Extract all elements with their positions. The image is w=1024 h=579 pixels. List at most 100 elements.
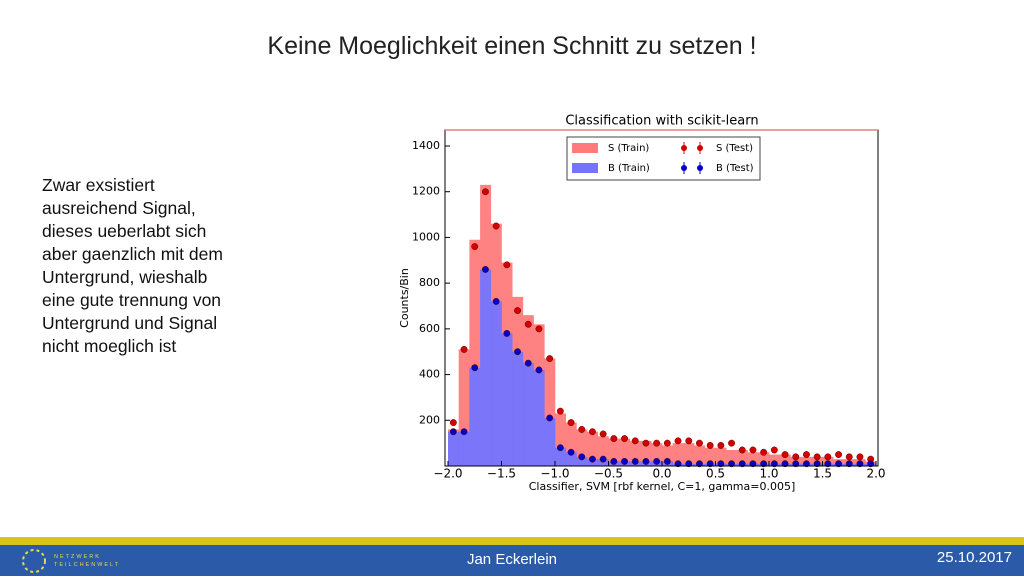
test-point	[599, 430, 607, 438]
test-point	[556, 444, 564, 452]
legend-marker	[681, 145, 687, 151]
x-tick-label: −0.5	[594, 467, 623, 481]
test-point	[631, 457, 639, 465]
footer-date: 25.10.2017	[936, 549, 1012, 566]
histogram-bar	[565, 452, 577, 466]
histogram-bar	[490, 301, 502, 466]
histogram-bar	[448, 431, 459, 466]
test-point	[749, 446, 757, 454]
histogram-bar	[629, 440, 641, 466]
test-point	[503, 329, 511, 337]
test-point	[556, 407, 564, 415]
histogram-bar	[672, 443, 684, 466]
text-line: dieses ueberlabt sich	[42, 221, 207, 241]
histogram-bar	[662, 445, 673, 466]
histogram-bar	[651, 443, 663, 466]
test-point	[813, 453, 821, 461]
test-point	[845, 453, 853, 461]
histogram-bar	[555, 447, 566, 466]
test-point	[621, 435, 628, 443]
test-point	[717, 460, 725, 468]
histogram-bar	[619, 438, 631, 466]
test-point	[696, 460, 703, 468]
text-line: eine gute trennung von	[42, 290, 222, 310]
test-point	[824, 460, 832, 468]
legend-label: S (Train)	[608, 143, 649, 154]
legend-swatch	[572, 143, 598, 153]
legend-label: S (Test)	[716, 143, 753, 154]
x-tick-label: −2.0	[433, 467, 462, 481]
test-point	[621, 457, 628, 465]
text-line: Untergrund, wieshalb	[42, 267, 208, 287]
test-point	[492, 297, 500, 305]
test-point	[631, 437, 639, 445]
x-tick-label: −1.0	[540, 467, 569, 481]
test-point	[813, 460, 821, 468]
test-point	[696, 439, 703, 447]
y-tick-label: 600	[419, 322, 440, 335]
test-point	[867, 460, 875, 468]
test-point	[749, 460, 757, 468]
test-point	[717, 441, 725, 449]
histogram-bar	[522, 363, 534, 466]
y-tick-label: 1200	[412, 185, 440, 198]
histogram-bar	[512, 351, 524, 466]
test-point	[663, 439, 671, 447]
test-point	[610, 435, 618, 443]
footer: NETZWERK TEILCHENWELT Jan Eckerlein 25.1…	[0, 545, 1024, 576]
test-point	[824, 453, 832, 461]
test-point	[610, 457, 618, 465]
y-tick-label: 800	[419, 276, 440, 289]
histogram-bar	[576, 456, 588, 466]
test-point	[728, 439, 735, 447]
test-point	[460, 428, 468, 436]
test-point	[449, 428, 457, 436]
test-point	[856, 453, 864, 461]
test-point	[706, 460, 714, 468]
test-point	[706, 441, 714, 449]
test-point	[524, 359, 532, 367]
test-point	[803, 451, 810, 459]
test-point	[599, 455, 607, 463]
test-point	[535, 325, 543, 333]
histogram-bar	[458, 349, 470, 466]
test-point	[770, 446, 778, 454]
test-point	[589, 428, 596, 436]
legend-box	[566, 136, 761, 181]
legend-label: B (Train)	[608, 163, 650, 174]
y-tick-label: 200	[419, 413, 440, 426]
test-point	[642, 439, 650, 447]
y-tick-label: 400	[419, 368, 440, 381]
test-point	[514, 348, 521, 356]
x-tick-label: 0.5	[706, 467, 725, 481]
test-point	[546, 414, 554, 422]
test-point	[567, 448, 575, 456]
test-point	[535, 366, 543, 374]
histogram-bar	[544, 358, 556, 466]
histogram-bar	[683, 443, 695, 466]
x-tick-label: 0.0	[652, 467, 671, 481]
logo-text: TEILCHENWELT	[54, 562, 121, 568]
test-point	[845, 460, 853, 468]
test-point	[781, 460, 789, 468]
test-point	[770, 460, 778, 468]
slide-text: Zwar exsistiert ausreichend Signal, dieses…	[42, 174, 223, 358]
x-axis-label: Classifier, SVM [rbf kernel, C=1, gamma=…	[529, 480, 796, 493]
slide-title: Keine Moeglichkeit einen Schnitt zu setz…	[267, 32, 757, 60]
test-point	[642, 457, 650, 465]
legend-swatch	[572, 163, 598, 173]
test-point	[653, 439, 661, 447]
test-point	[653, 457, 661, 465]
logo: NETZWERK TEILCHENWELT	[18, 548, 118, 574]
test-point	[589, 455, 596, 463]
histogram-bar	[640, 440, 652, 466]
test-point	[856, 460, 864, 468]
histogram-bar	[736, 450, 748, 466]
logo-text: NETZWERK	[54, 554, 101, 560]
text-line: ausreichend Signal,	[42, 198, 196, 218]
legend-marker	[681, 165, 687, 171]
test-point	[803, 460, 810, 468]
y-axis-label: Counts/Bin	[398, 268, 411, 328]
test-point	[835, 451, 842, 459]
